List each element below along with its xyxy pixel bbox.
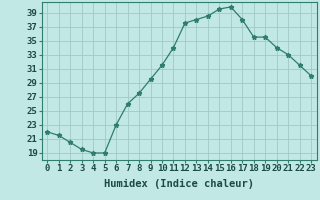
X-axis label: Humidex (Indice chaleur): Humidex (Indice chaleur) [104,179,254,189]
